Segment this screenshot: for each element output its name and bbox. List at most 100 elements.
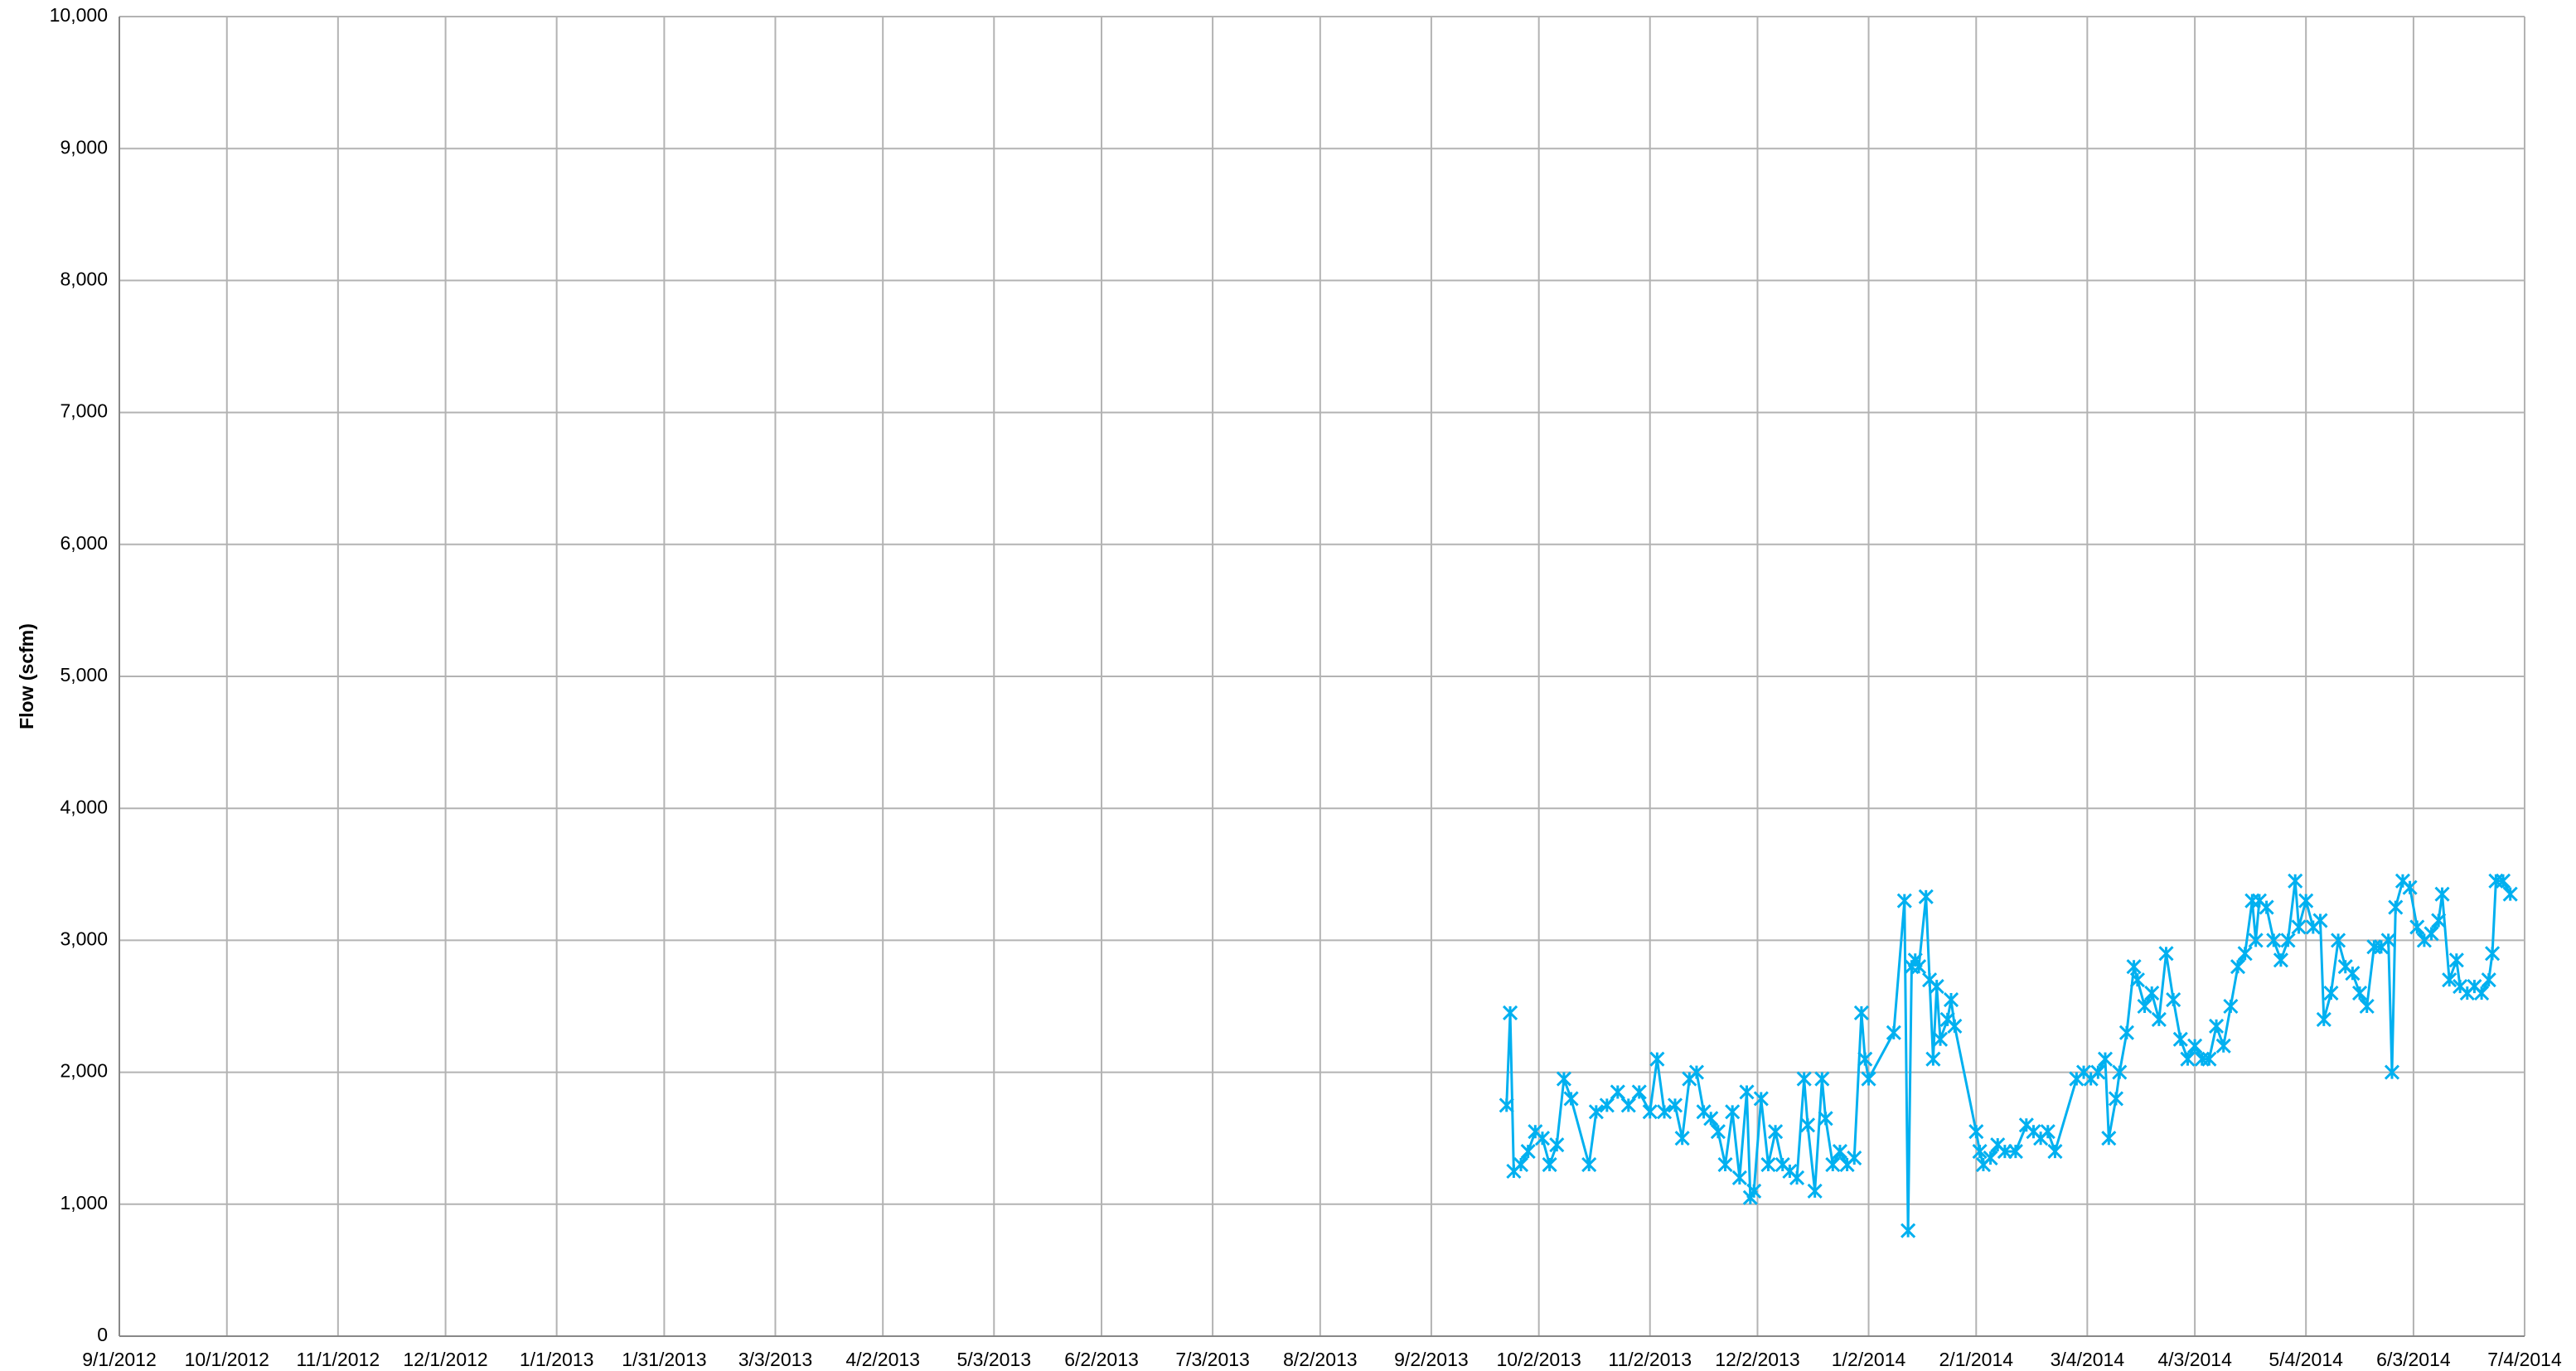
marker [1814,1071,1830,1087]
marker [1932,1031,1949,1047]
y-tick-label: 10,000 [50,4,108,26]
marker [1886,1025,1901,1040]
x-tick-label: 1/2/2014 [1832,1349,1906,1370]
x-tick-label: 7/3/2013 [1175,1349,1250,1370]
marker [2448,952,2464,968]
marker [1710,1124,1726,1140]
marker [1847,1151,1862,1166]
marker [2434,886,2450,902]
y-tick-label: 6,000 [60,532,108,554]
marker [1799,1117,1816,1133]
marker [2172,1031,2188,1047]
marker [2180,1051,2196,1067]
marker [1520,1144,1536,1160]
marker [2431,913,2447,928]
marker [1725,1104,1741,1120]
y-axis-label: Flow (scfm) [16,623,37,729]
x-tick-label: 1/1/2013 [520,1349,594,1370]
marker [2495,873,2511,889]
marker [1768,1124,1784,1140]
y-tick-label: 4,000 [60,796,108,817]
x-tick-label: 7/4/2014 [2487,1349,2562,1370]
marker [2166,991,2181,1008]
marker [2380,933,2396,948]
marker [1739,1084,1755,1100]
marker [1832,1144,1848,1160]
marker [2151,1011,2167,1027]
marker [2187,1038,2203,1054]
x-tick-label: 12/1/2012 [403,1349,487,1370]
marker [1731,1170,1747,1186]
y-tick-label: 5,000 [60,664,108,686]
marker [2137,998,2152,1015]
marker [2208,1018,2225,1034]
marker [2485,946,2501,962]
marker [1642,1104,1658,1120]
marker [1929,979,1944,995]
marker [2118,1025,2135,1040]
marker [1649,1051,1665,1067]
x-tick-label: 6/3/2014 [2376,1349,2451,1370]
marker [1796,1071,1812,1087]
marker [1703,1111,1719,1126]
x-tick-label: 10/2/2013 [1496,1349,1581,1370]
y-tick-label: 1,000 [60,1192,108,1214]
marker [2144,986,2160,1001]
x-tick-label: 4/3/2014 [2157,1349,2232,1370]
marker [2129,972,2145,988]
marker [2384,1064,2400,1080]
marker [1853,1005,1869,1021]
marker [2047,1144,2063,1160]
marker [2323,986,2339,1001]
marker [1667,1097,1683,1113]
marker [2126,959,2142,975]
x-tick-label: 12/2/2013 [1715,1349,1799,1370]
marker [1563,1091,1579,1107]
marker [1918,889,1934,904]
x-tick-label: 9/2/2013 [1394,1349,1469,1370]
marker [2316,1011,2331,1027]
marker [1896,893,1912,908]
marker [1807,1183,1823,1199]
y-tick-label: 0 [97,1324,108,1345]
marker [2402,879,2418,895]
x-tick-label: 1/31/2013 [622,1349,706,1370]
x-tick-label: 5/4/2014 [2269,1349,2343,1370]
marker [2097,1051,2114,1067]
marker [2244,893,2260,908]
marker [1825,1156,1841,1173]
marker [1499,1097,1514,1113]
marker [2090,1064,2106,1080]
marker [1972,1144,1988,1160]
marker [1610,1084,1625,1100]
marker [2259,899,2274,915]
marker [2215,1038,2231,1054]
marker [1947,1018,1963,1034]
x-tick-label: 10/1/2012 [185,1349,269,1370]
marker [1968,1124,1984,1140]
marker [1581,1156,1597,1173]
marker [1620,1097,1636,1113]
marker [2331,933,2346,948]
x-tick-label: 3/3/2013 [738,1349,813,1370]
y-tick-label: 9,000 [60,136,108,157]
marker [2409,919,2425,935]
y-tick-label: 8,000 [60,268,108,289]
marker [2223,998,2239,1015]
x-tick-label: 8/2/2013 [1283,1349,1358,1370]
x-tick-label: 11/1/2012 [297,1349,380,1370]
marker [2112,1064,2128,1080]
marker [1746,1183,1762,1199]
marker [1789,1170,1805,1186]
marker [2388,899,2404,915]
marker [2237,946,2253,962]
marker [2298,893,2314,908]
x-tick-label: 11/2/2013 [1608,1349,1692,1370]
marker [1513,1156,1529,1173]
marker [1983,1151,1998,1166]
marker [2040,1124,2055,1140]
marker [1911,959,1927,975]
y-tick-label: 7,000 [60,400,108,422]
x-tick-label: 2/1/2014 [1939,1349,2014,1370]
